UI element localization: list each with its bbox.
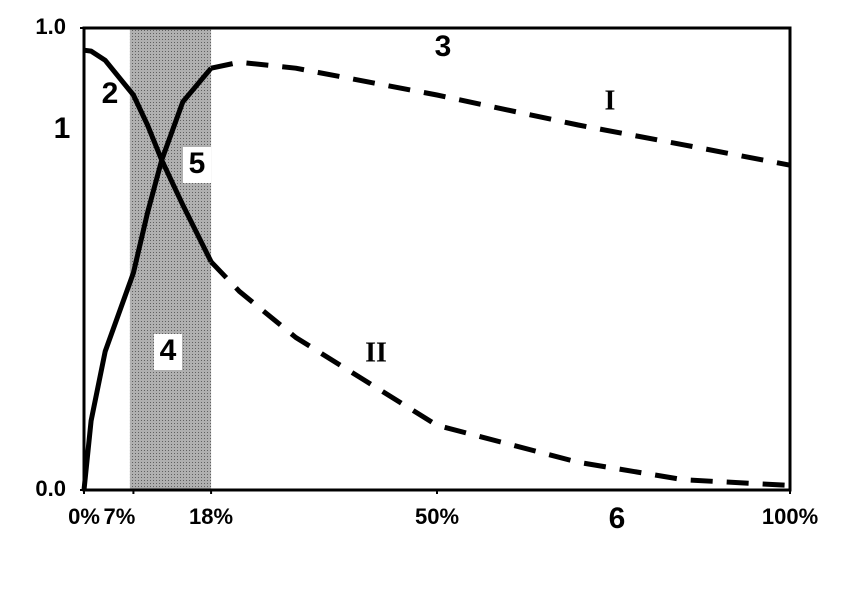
x-tick-label: 0% (68, 504, 100, 529)
annotation: 3 (435, 30, 452, 63)
curve-dashed (210, 59, 791, 168)
curve-solid (81, 66, 214, 491)
x-tick-label: 7% (104, 504, 136, 529)
x-tick-label: 100% (762, 504, 818, 529)
y-tick-label: 1.0 (35, 14, 66, 39)
y-tick-label: 0.0 (35, 476, 66, 501)
annotation: 1 (54, 112, 71, 145)
shaded-band (129, 28, 212, 490)
curve-dashed (209, 260, 791, 488)
annotation-bg (154, 334, 182, 370)
annotation-bg (183, 147, 211, 183)
annotation: 5 (189, 147, 206, 180)
series-label: II (365, 337, 387, 368)
series-label: I (605, 85, 616, 116)
annotation: 6 (609, 502, 626, 535)
x-tick-label: 18% (189, 504, 233, 529)
annotation: 2 (102, 77, 119, 110)
x-tick-label: 50% (415, 504, 459, 529)
annotation: 4 (160, 334, 177, 367)
curve-solid (83, 47, 214, 263)
